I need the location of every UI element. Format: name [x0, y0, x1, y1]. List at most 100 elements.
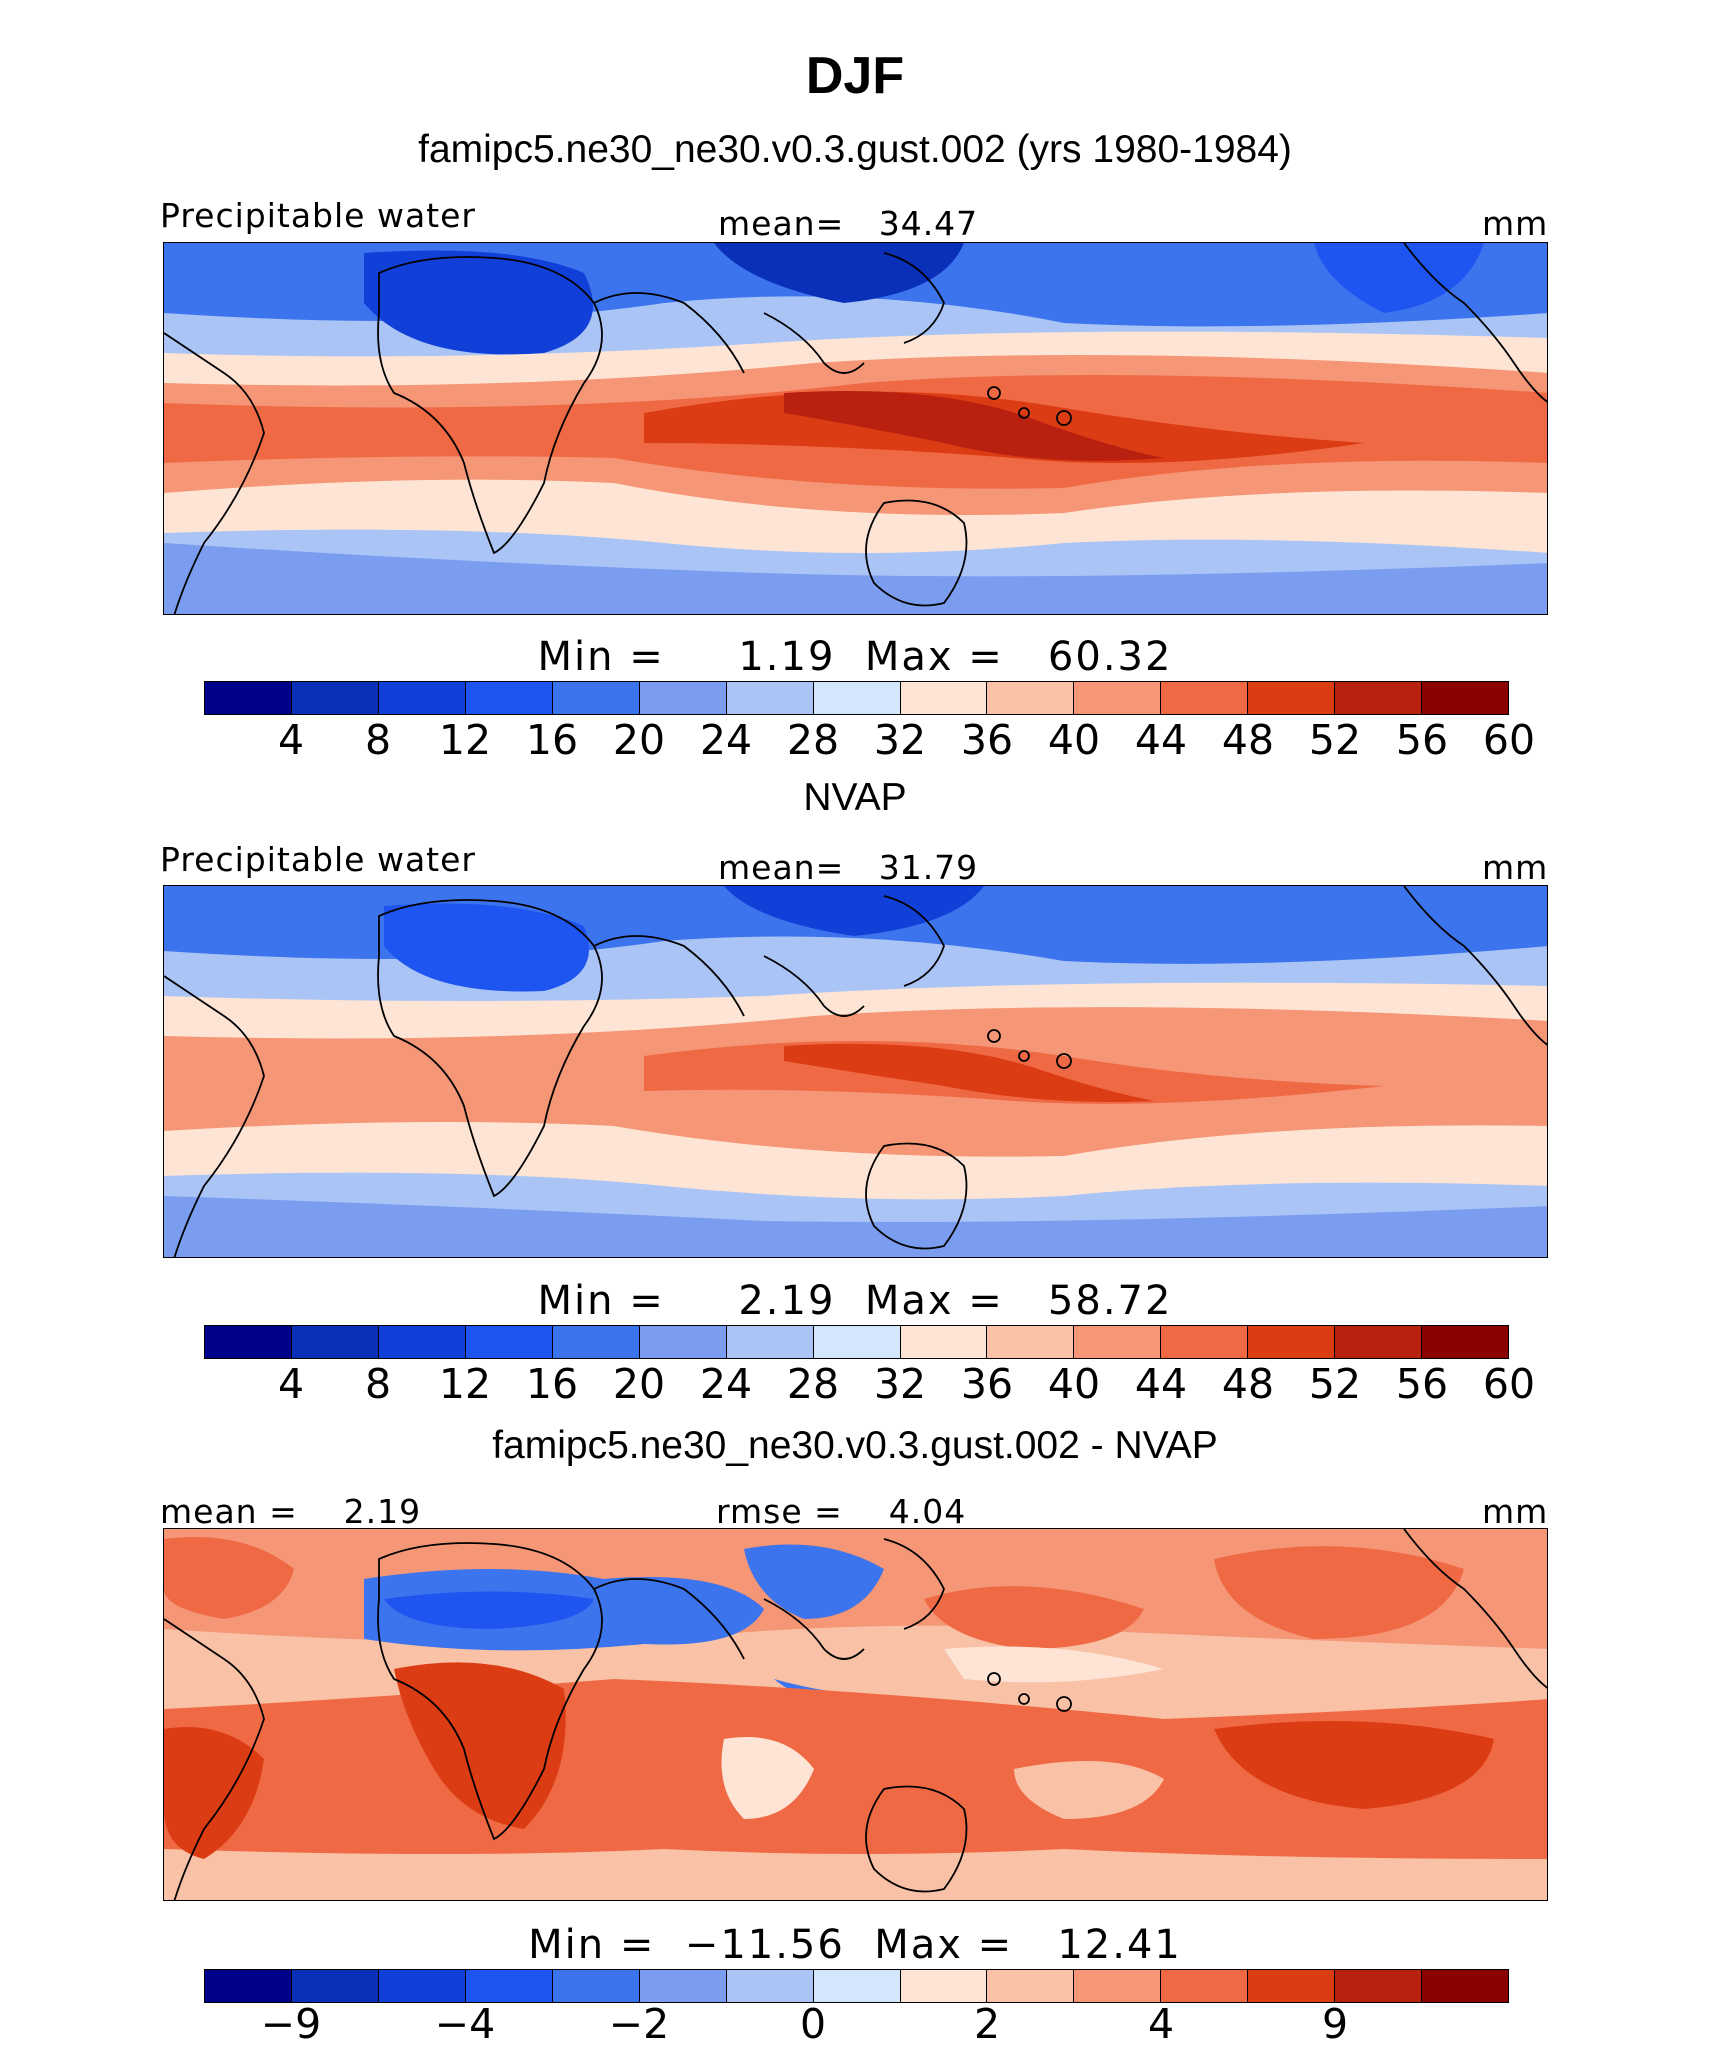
panel2-colorbar-ticks: 4 8 12 16 20 24 28 32 36 40 44 48 52 56 60 — [0, 1360, 1710, 1410]
colorbar-swatch — [726, 1970, 814, 2002]
colorbar-tick-label: 52 — [1308, 716, 1362, 764]
panel3-rmse-label: rmse = 4.04 — [716, 1492, 967, 1531]
colorbar-tick-label: −9 — [260, 2000, 322, 2048]
colorbar-tick-label: 28 — [786, 1360, 840, 1408]
colorbar-tick-label: 4 — [1147, 2000, 1175, 2048]
colorbar-swatch — [552, 1970, 640, 2002]
colorbar-swatch — [1074, 1326, 1162, 1358]
panel3-map-field — [164, 1529, 1547, 1900]
colorbar-swatch — [1422, 1326, 1509, 1358]
colorbar-swatch — [987, 1970, 1075, 2002]
colorbar-swatch — [987, 1326, 1075, 1358]
panel1-map — [163, 242, 1548, 615]
colorbar-swatch — [1074, 1970, 1162, 2002]
colorbar-tick-label: 12 — [438, 1360, 492, 1408]
panel1-minmax: Min = 1.19 Max = 60.32 — [537, 634, 1173, 680]
colorbar-tick-label: 32 — [873, 716, 927, 764]
colorbar-swatch — [900, 682, 988, 714]
colorbar-tick-label: −2 — [608, 2000, 670, 2048]
colorbar-swatch — [639, 1326, 727, 1358]
panel2-minmax: Min = 2.19 Max = 58.72 — [537, 1278, 1173, 1324]
colorbar-swatch — [552, 1326, 640, 1358]
colorbar-swatch — [813, 682, 901, 714]
colorbar-tick-label: 16 — [525, 1360, 579, 1408]
panel1-units-label: mm — [1482, 204, 1549, 243]
colorbar-tick-label: 9 — [1321, 2000, 1349, 2048]
colorbar-tick-label: 32 — [873, 1360, 927, 1408]
panel2-mean-label: mean= 31.79 — [718, 848, 979, 887]
panel1-mean-label: mean= 34.47 — [718, 204, 979, 243]
colorbar-swatch — [291, 1326, 379, 1358]
colorbar-swatch — [291, 682, 379, 714]
colorbar-tick-label: 8 — [364, 1360, 392, 1408]
colorbar-tick-label: 44 — [1134, 1360, 1188, 1408]
colorbar-tick-label: 16 — [525, 716, 579, 764]
colorbar-tick-label: 28 — [786, 716, 840, 764]
colorbar-swatch — [1335, 1970, 1423, 2002]
colorbar-tick-label: 40 — [1047, 1360, 1101, 1408]
panel2-subtitle: NVAP — [803, 776, 907, 819]
panel2-map — [163, 885, 1548, 1258]
panel2-variable-label: Precipitable water — [160, 840, 476, 879]
colorbar-tick-label: 56 — [1395, 716, 1449, 764]
panel3-minmax: Min = −11.56 Max = 12.41 — [528, 1922, 1182, 1968]
colorbar-swatch — [205, 682, 292, 714]
colorbar-tick-label: 36 — [960, 716, 1014, 764]
colorbar-swatch — [1335, 682, 1423, 714]
colorbar-swatch — [1248, 682, 1336, 714]
colorbar-swatch — [987, 682, 1075, 714]
panel1-variable-label: Precipitable water — [160, 196, 476, 235]
panel2-units-label: mm — [1482, 848, 1549, 887]
colorbar-swatch — [726, 682, 814, 714]
colorbar-tick-label: 4 — [277, 716, 305, 764]
panel3-max-value: 12.41 — [1057, 1922, 1182, 1968]
colorbar-tick-label: 48 — [1221, 1360, 1275, 1408]
colorbar-swatch — [465, 1970, 553, 2002]
colorbar-swatch — [900, 1970, 988, 2002]
colorbar-swatch — [639, 682, 727, 714]
panel2-max-label: Max — [864, 1278, 954, 1324]
colorbar-tick-label: 52 — [1308, 1360, 1362, 1408]
colorbar-tick-label: 60 — [1482, 1360, 1536, 1408]
panel3-units-label: mm — [1482, 1492, 1549, 1531]
colorbar-swatch — [1248, 1970, 1336, 2002]
panel1-max-value: 60.32 — [1047, 634, 1173, 680]
colorbar-swatch — [1074, 682, 1162, 714]
colorbar-swatch — [465, 1326, 553, 1358]
colorbar-tick-label: 44 — [1134, 716, 1188, 764]
colorbar-swatch — [1161, 1970, 1249, 2002]
panel3-subtitle: famipc5.ne30_ne30.v0.3.gust.002 - NVAP — [492, 1424, 1218, 1467]
colorbar-tick-label: 0 — [799, 2000, 827, 2048]
panel1-min-label: Min — [537, 634, 615, 680]
panel3-colorbar — [204, 1969, 1509, 2003]
colorbar-swatch — [1422, 1970, 1509, 2002]
colorbar-tick-label: 8 — [364, 716, 392, 764]
colorbar-tick-label: 40 — [1047, 716, 1101, 764]
panel3-mean-label: mean = 2.19 — [160, 1492, 422, 1531]
colorbar-tick-label: 36 — [960, 1360, 1014, 1408]
panel1-colorbar-ticks: 4 8 12 16 20 24 28 32 36 40 44 48 52 56 60 — [0, 716, 1710, 766]
colorbar-tick-label: 24 — [699, 1360, 753, 1408]
colorbar-swatch — [639, 1970, 727, 2002]
colorbar-swatch — [378, 682, 466, 714]
colorbar-tick-label: −4 — [434, 2000, 496, 2048]
colorbar-swatch — [1248, 1326, 1336, 1358]
panel3-max-label: Max — [874, 1922, 963, 1968]
panel3-colorbar-ticks: −9 −4 −2 0 2 4 9 — [0, 2000, 1710, 2048]
colorbar-tick-label: 24 — [699, 716, 753, 764]
colorbar-swatch — [813, 1970, 901, 2002]
colorbar-swatch — [291, 1970, 379, 2002]
panel2-map-field — [164, 886, 1547, 1257]
colorbar-swatch — [726, 1326, 814, 1358]
panel3-min-value: −11.56 — [684, 1922, 845, 1968]
colorbar-swatch — [1161, 682, 1249, 714]
colorbar-swatch — [1161, 1326, 1249, 1358]
colorbar-swatch — [205, 1970, 292, 2002]
figure-title: DJF — [805, 47, 905, 105]
panel2-max-value: 58.72 — [1047, 1278, 1173, 1324]
panel1-min-value: 1.19 — [738, 634, 836, 680]
colorbar-swatch — [552, 682, 640, 714]
colorbar-tick-label: 4 — [277, 1360, 305, 1408]
colorbar-tick-label: 20 — [612, 716, 666, 764]
colorbar-swatch — [465, 682, 553, 714]
